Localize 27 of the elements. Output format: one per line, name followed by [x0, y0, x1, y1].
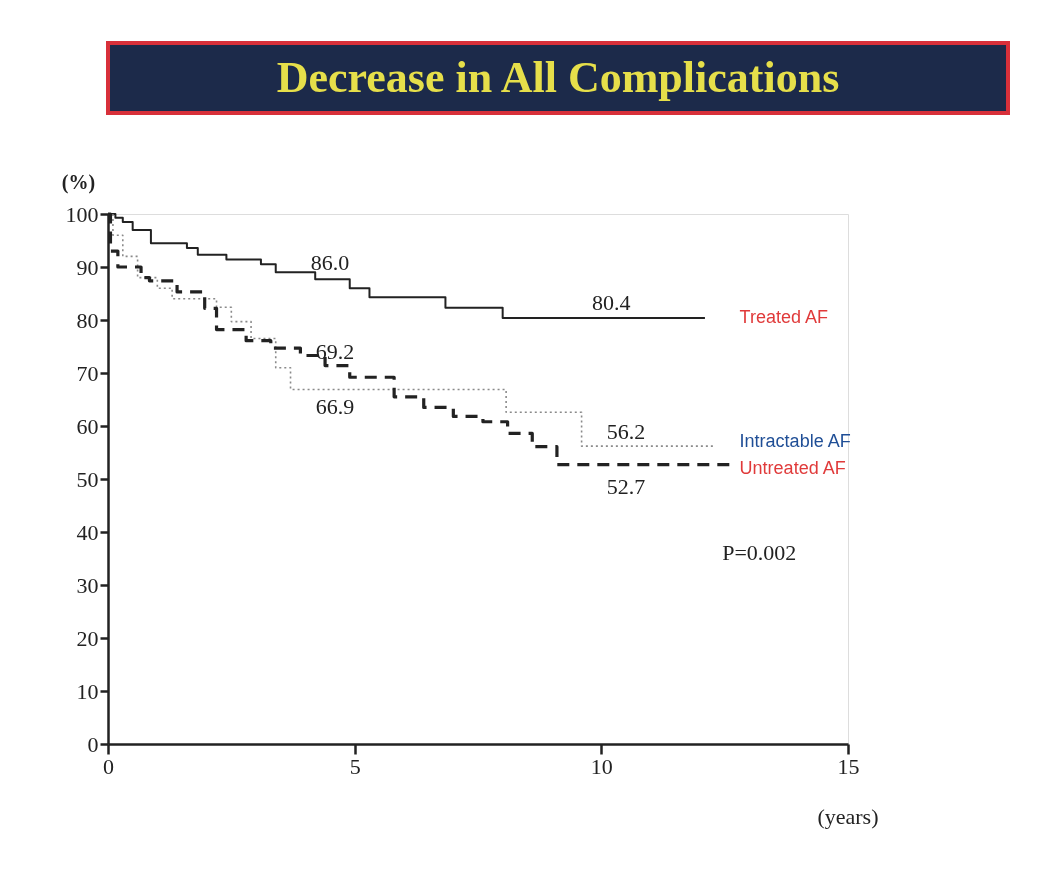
annotation: 69.2	[315, 338, 355, 364]
annotation: 86.0	[310, 250, 350, 276]
series-label: Untreated AF	[739, 457, 846, 478]
y-tick-label: 60	[76, 413, 99, 439]
y-tick-label: 100	[65, 201, 99, 227]
annotation: P=0.002	[722, 540, 797, 566]
series-label: Treated AF	[739, 306, 828, 327]
y-tick-label: 10	[76, 678, 99, 704]
y-tick-label: 50	[76, 466, 99, 492]
annotation: 52.7	[606, 473, 646, 499]
y-tick-label: 70	[76, 360, 99, 386]
x-tick-label: 5	[349, 753, 361, 779]
annotation: 80.4	[591, 289, 631, 315]
y-tick-label: 90	[76, 254, 99, 280]
y-tick-label: 80	[76, 307, 99, 333]
y-tick-label: 0	[87, 731, 99, 757]
annotation: 66.9	[315, 394, 355, 420]
series-label: Intractable AF	[739, 431, 851, 452]
x-tick-label: 15	[837, 753, 860, 779]
y-tick-label: 40	[76, 519, 99, 545]
x-tick-label: 10	[590, 753, 613, 779]
annotation: 56.2	[606, 419, 646, 445]
x-axis-title: (years)	[817, 803, 879, 829]
y-tick-label: 30	[76, 572, 99, 598]
chart-title: Decrease in All Complications	[276, 53, 840, 102]
y-axis-title: (%)	[61, 170, 96, 194]
y-tick-label: 20	[76, 625, 99, 651]
